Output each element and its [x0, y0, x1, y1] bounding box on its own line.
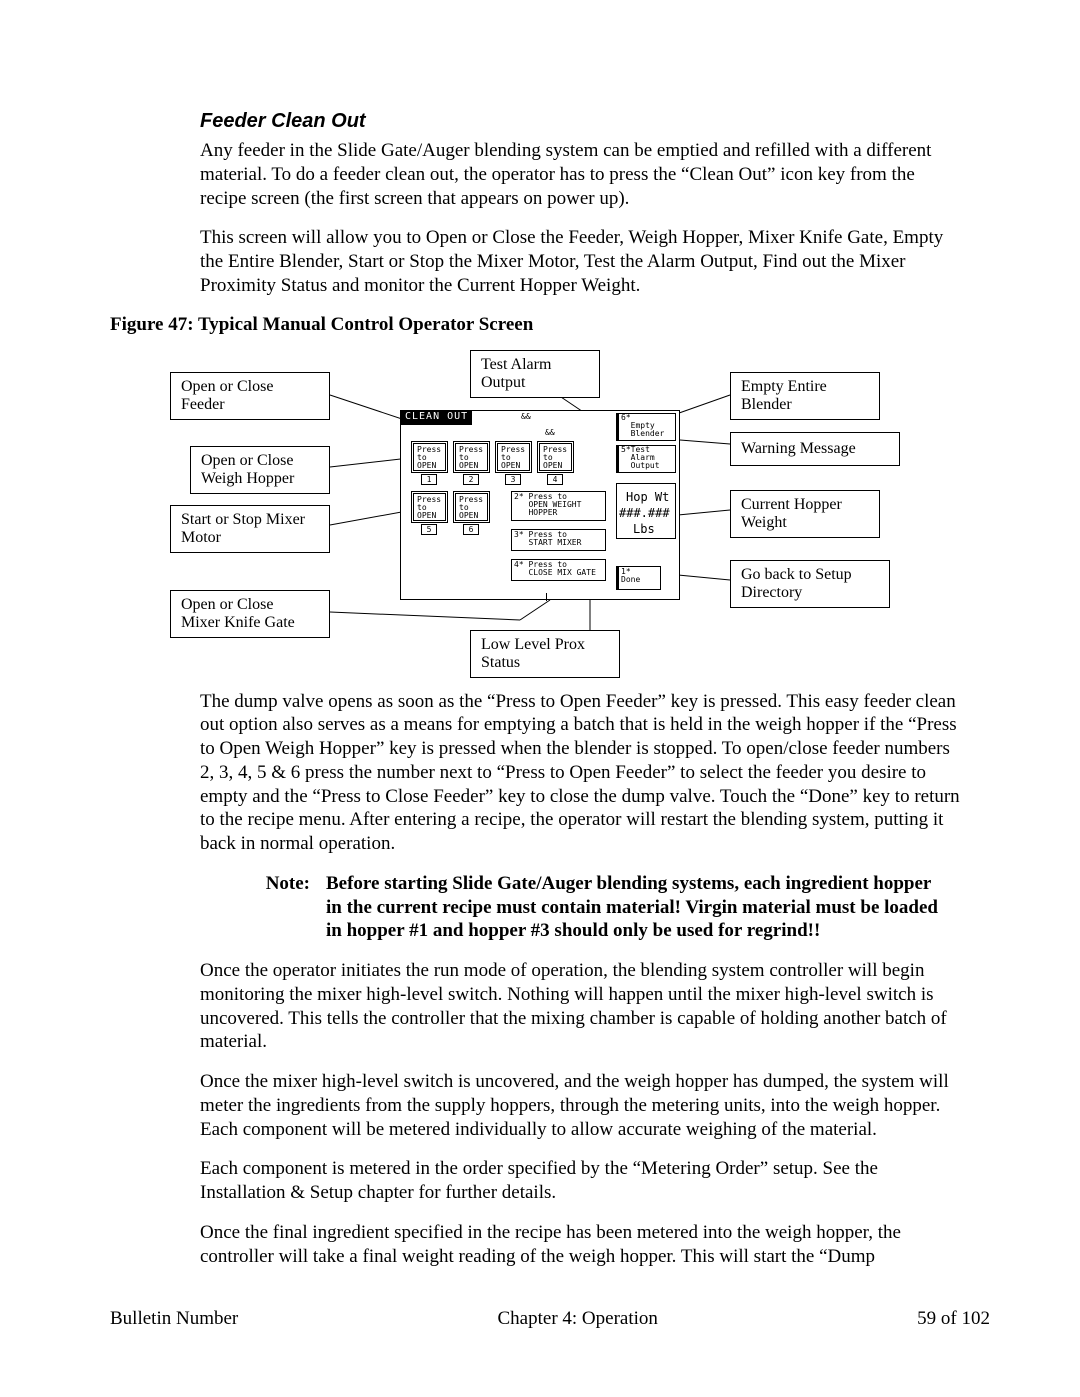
hop-wt-box: [616, 483, 676, 539]
feeder-btn-3[interactable]: Press to OPEN: [495, 441, 532, 473]
paragraph-5: Once the mixer high-level switch is unco…: [200, 1070, 960, 1141]
open-weigh-box[interactable]: 2* Press to OPEN WEIGHT HOPPER: [511, 491, 606, 521]
empty-blender-box[interactable]: 6* Empty Blender: [616, 413, 676, 441]
feeder-num-5: 5: [421, 524, 437, 535]
note-label: Note:: [200, 872, 326, 943]
footer: Bulletin Number Chapter 4: Operation 59 …: [110, 1308, 990, 1330]
footer-right: 59 of 102: [917, 1308, 990, 1330]
warning-symbol-1: &&: [521, 413, 531, 421]
callout-test-alarm: Test Alarm Output: [470, 350, 600, 399]
paragraph-7: Once the final ingredient specified in t…: [200, 1221, 960, 1269]
feeder-num-3: 3: [505, 474, 521, 485]
callout-open-close-weigh-hopper: Open or Close Weigh Hopper: [190, 446, 330, 495]
callout-empty-blender: Empty Entire Blender: [730, 372, 880, 421]
diagram: Open or Close Feeder Open or Close Weigh…: [170, 350, 910, 670]
callout-warning-message: Warning Message: [730, 432, 900, 466]
prox-tick: [546, 593, 547, 601]
feeder-num-1: 1: [421, 474, 437, 485]
footer-left: Bulletin Number: [110, 1308, 238, 1330]
operator-screen: CLEAN OUT && && Press to OPEN Press to O…: [400, 410, 680, 600]
callout-open-close-feeder: Open or Close Feeder: [170, 372, 330, 421]
screen-header: CLEAN OUT: [401, 411, 472, 425]
footer-center: Chapter 4: Operation: [498, 1308, 658, 1330]
feeder-btn-1[interactable]: Press to OPEN: [411, 441, 448, 473]
note-text: Before starting Slide Gate/Auger blendin…: [326, 872, 950, 943]
paragraph-4: Once the operator initiates the run mode…: [200, 959, 960, 1054]
close-mix-gate-box[interactable]: 4* Press to CLOSE MIX GATE: [511, 559, 606, 581]
feeder-btn-4[interactable]: Press to OPEN: [537, 441, 574, 473]
paragraph-2: This screen will allow you to Open or Cl…: [200, 226, 960, 297]
section-title: Feeder Clean Out: [200, 110, 990, 133]
figure-caption: Figure 47: Typical Manual Control Operat…: [110, 314, 990, 336]
callout-current-hopper-weight: Current Hopper Weight: [730, 490, 880, 539]
start-mixer-box[interactable]: 3* Press to START MIXER: [511, 529, 606, 551]
callout-low-level-prox: Low Level Prox Status: [470, 630, 620, 679]
feeder-btn-2[interactable]: Press to OPEN: [453, 441, 490, 473]
done-box[interactable]: 1* Done: [616, 566, 661, 590]
paragraph-3: The dump valve opens as soon as the “Pre…: [200, 690, 960, 856]
callout-start-stop-mixer: Start or Stop Mixer Motor: [170, 505, 330, 554]
feeder-btn-5[interactable]: Press to OPEN: [411, 491, 448, 523]
feeder-btn-6[interactable]: Press to OPEN: [453, 491, 490, 523]
paragraph-6: Each component is metered in the order s…: [200, 1157, 960, 1205]
callout-open-close-mix-gate: Open or Close Mixer Knife Gate: [170, 590, 330, 639]
warning-symbol-2: &&: [545, 429, 555, 437]
paragraph-1: Any feeder in the Slide Gate/Auger blend…: [200, 139, 960, 210]
feeder-num-2: 2: [463, 474, 479, 485]
note-block: Note: Before starting Slide Gate/Auger b…: [200, 872, 950, 943]
callout-done: Go back to Setup Directory: [730, 560, 890, 609]
feeder-num-6: 6: [463, 524, 479, 535]
feeder-num-4: 4: [547, 474, 563, 485]
test-alarm-box[interactable]: 5*Test Alarm Output: [616, 445, 676, 473]
